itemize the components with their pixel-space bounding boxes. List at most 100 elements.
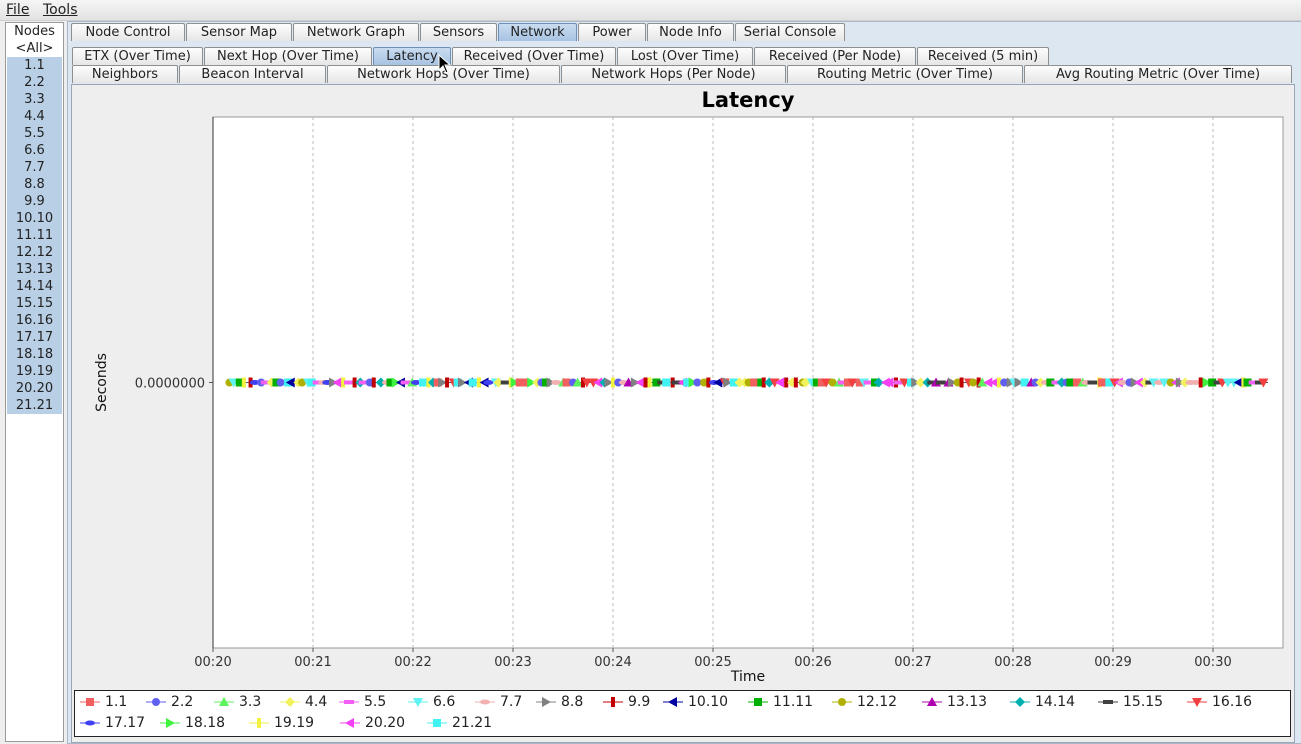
data-point (643, 377, 648, 388)
data-point (734, 377, 745, 388)
node-list-item[interactable]: 3.3 (7, 91, 62, 108)
node-list-item[interactable]: 16.16 (7, 312, 62, 329)
x-axis-label: Time (730, 669, 765, 685)
node-list-item[interactable]: 8.8 (7, 176, 62, 193)
data-point (647, 377, 652, 388)
subtab-latency[interactable]: Latency (373, 47, 451, 65)
legend-label: 18.18 (185, 715, 226, 731)
node-list-item[interactable]: 2.2 (7, 74, 62, 91)
y-axis-label: Seconds (94, 353, 110, 412)
subtab-etx-over-time[interactable]: ETX (Over Time) (72, 47, 203, 65)
main-tab-bar: Node Control Sensor Map Network Graph Senso… (70, 23, 1300, 42)
node-list-item[interactable]: 13.13 (7, 261, 62, 278)
tab-sensor-map[interactable]: Sensor Map (186, 23, 292, 41)
node-list-item[interactable]: 1.1 (7, 57, 62, 74)
data-point (927, 380, 938, 385)
node-list-item[interactable]: 6.6 (7, 142, 62, 159)
data-point (500, 380, 511, 385)
node-list-item[interactable]: 17.17 (7, 329, 62, 346)
node-list-item[interactable]: 20.20 (7, 380, 62, 397)
data-point (1051, 380, 1062, 385)
data-point (562, 378, 571, 387)
legend-item: 19.19 (248, 715, 314, 731)
subtab-received-per-node[interactable]: Received (Per Node) (754, 47, 916, 65)
tab-serial-console[interactable]: Serial Console (735, 23, 845, 41)
legend-label: 1.1 (105, 694, 128, 710)
data-point (400, 380, 411, 385)
legend-marker-icon (1187, 698, 1207, 707)
legend-item: 21.21 (426, 715, 492, 731)
data-point (249, 380, 260, 385)
subtab-received-over-time[interactable]: Received (Over Time) (452, 47, 616, 65)
data-point (652, 378, 661, 387)
data-point (386, 378, 395, 387)
tab-network-graph[interactable]: Network Graph (293, 23, 419, 41)
legend-label: 21.21 (452, 715, 493, 731)
data-point (453, 378, 462, 387)
data-point (581, 377, 586, 388)
node-list-item[interactable]: 4.4 (7, 108, 62, 125)
node-list-item[interactable]: 7.7 (7, 159, 62, 176)
subtab-received-5-min[interactable]: Received (5 min) (917, 47, 1049, 65)
node-list-item[interactable]: 9.9 (7, 193, 62, 210)
data-point (1098, 378, 1107, 387)
data-point (977, 377, 988, 387)
legend-item: 20.20 (339, 715, 405, 731)
data-point (750, 378, 759, 387)
legend-item: 12.12 (831, 694, 897, 710)
node-list-item[interactable]: <All> (7, 40, 62, 57)
legend-label: 9.9 (628, 694, 651, 710)
data-point (1190, 380, 1201, 385)
node-list-item[interactable]: 19.19 (7, 363, 62, 380)
data-point (260, 380, 271, 385)
node-list-item[interactable]: 10.10 (7, 210, 62, 227)
subtab-network-hops-per-node[interactable]: Network Hops (Per Node) (561, 65, 786, 83)
data-point (812, 378, 821, 387)
sub-tab-bar-row2: Neighbors Beacon Interval Network Hops (Ov… (71, 65, 1293, 84)
legend-marker-icon (160, 718, 180, 728)
data-point (358, 380, 369, 385)
node-list-item[interactable]: 5.5 (7, 125, 62, 142)
data-point (476, 377, 481, 388)
data-point (344, 380, 355, 385)
data-point (527, 377, 537, 388)
legend-item: 9.9 (602, 694, 650, 710)
data-point (241, 377, 246, 388)
data-point (723, 377, 733, 388)
data-point (821, 378, 832, 388)
node-list-item[interactable]: 18.18 (7, 346, 62, 363)
tab-power[interactable]: Power (578, 23, 646, 41)
data-point (483, 380, 494, 385)
node-list-item[interactable]: 15.15 (7, 295, 62, 312)
node-list-item[interactable]: 12.12 (7, 244, 62, 261)
subtab-avg-routing-metric-over-time[interactable]: Avg Routing Metric (Over Time) (1024, 65, 1292, 83)
tab-sensors[interactable]: Sensors (420, 23, 497, 41)
data-point (1133, 377, 1143, 388)
x-tick-label: 00:22 (394, 655, 431, 670)
node-list-item[interactable]: 11.11 (7, 227, 62, 244)
data-point (959, 377, 964, 388)
legend-item: 13.13 (921, 694, 987, 710)
tab-node-info[interactable]: Node Info (647, 23, 734, 41)
nodes-header: Nodes (14, 24, 55, 39)
data-point (989, 377, 999, 388)
node-list-item[interactable]: 21.21 (7, 397, 62, 414)
legend-item: 1.1 (79, 694, 127, 710)
data-point (445, 377, 450, 388)
tab-node-control[interactable]: Node Control (71, 23, 185, 41)
data-point (1066, 378, 1075, 387)
subtab-routing-metric-over-time[interactable]: Routing Metric (Over Time) (787, 65, 1023, 83)
legend-marker-icon (249, 718, 269, 728)
subtab-lost-over-time[interactable]: Lost (Over Time) (617, 47, 753, 65)
tab-network[interactable]: Network (498, 23, 577, 41)
data-point (1139, 377, 1150, 388)
data-point (418, 378, 427, 387)
node-list-item[interactable]: 14.14 (7, 278, 62, 295)
data-point (706, 377, 711, 388)
data-point (671, 380, 682, 385)
data-point (542, 378, 551, 387)
subtab-next-hop-over-time[interactable]: Next Hop (Over Time) (204, 47, 372, 65)
data-point (1014, 377, 1024, 388)
subtab-beacon-interval[interactable]: Beacon Interval (179, 65, 326, 83)
subtab-neighbors[interactable]: Neighbors (72, 65, 178, 83)
